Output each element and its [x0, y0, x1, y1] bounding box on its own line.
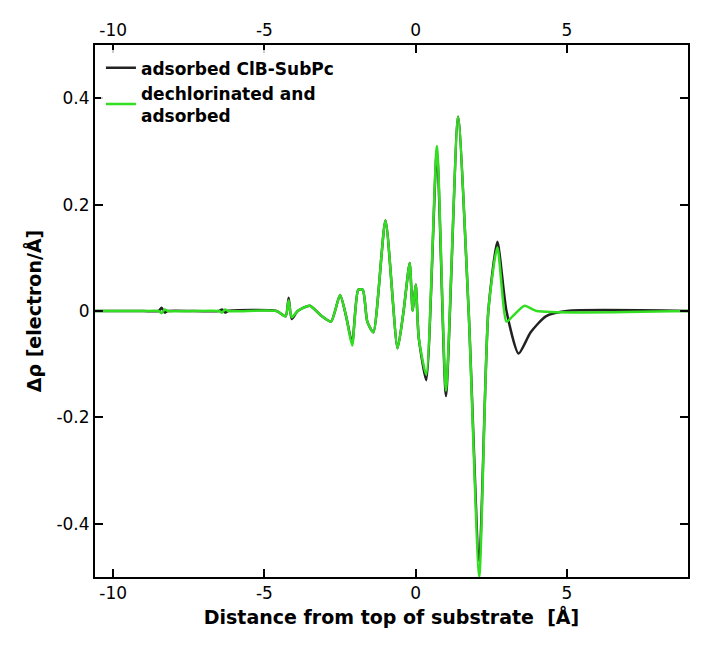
svg-text:dechlorinated andadsorbed: dechlorinated andadsorbed [141, 84, 316, 126]
svg-text:adsorbed ClB-SubPc: adsorbed ClB-SubPc [141, 59, 334, 79]
svg-text:-5: -5 [256, 583, 273, 603]
svg-text:5: 5 [562, 20, 573, 40]
svg-text:-5: -5 [256, 20, 273, 40]
svg-text:0: 0 [410, 583, 421, 603]
svg-text:0.2: 0.2 [63, 195, 90, 215]
svg-text:0.4: 0.4 [63, 88, 90, 108]
svg-text:-0.4: -0.4 [56, 514, 89, 534]
svg-text:-0.2: -0.2 [56, 407, 89, 427]
svg-text:0: 0 [79, 301, 90, 321]
svg-text:-10: -10 [99, 583, 127, 603]
svg-text:Δρ [electron/Å]: Δρ [electron/Å] [22, 230, 45, 393]
svg-text:0: 0 [410, 20, 421, 40]
svg-text:Distance from top of substrate: Distance from top of substrate [Å] [204, 605, 579, 628]
svg-text:-10: -10 [99, 20, 127, 40]
svg-text:5: 5 [562, 583, 573, 603]
